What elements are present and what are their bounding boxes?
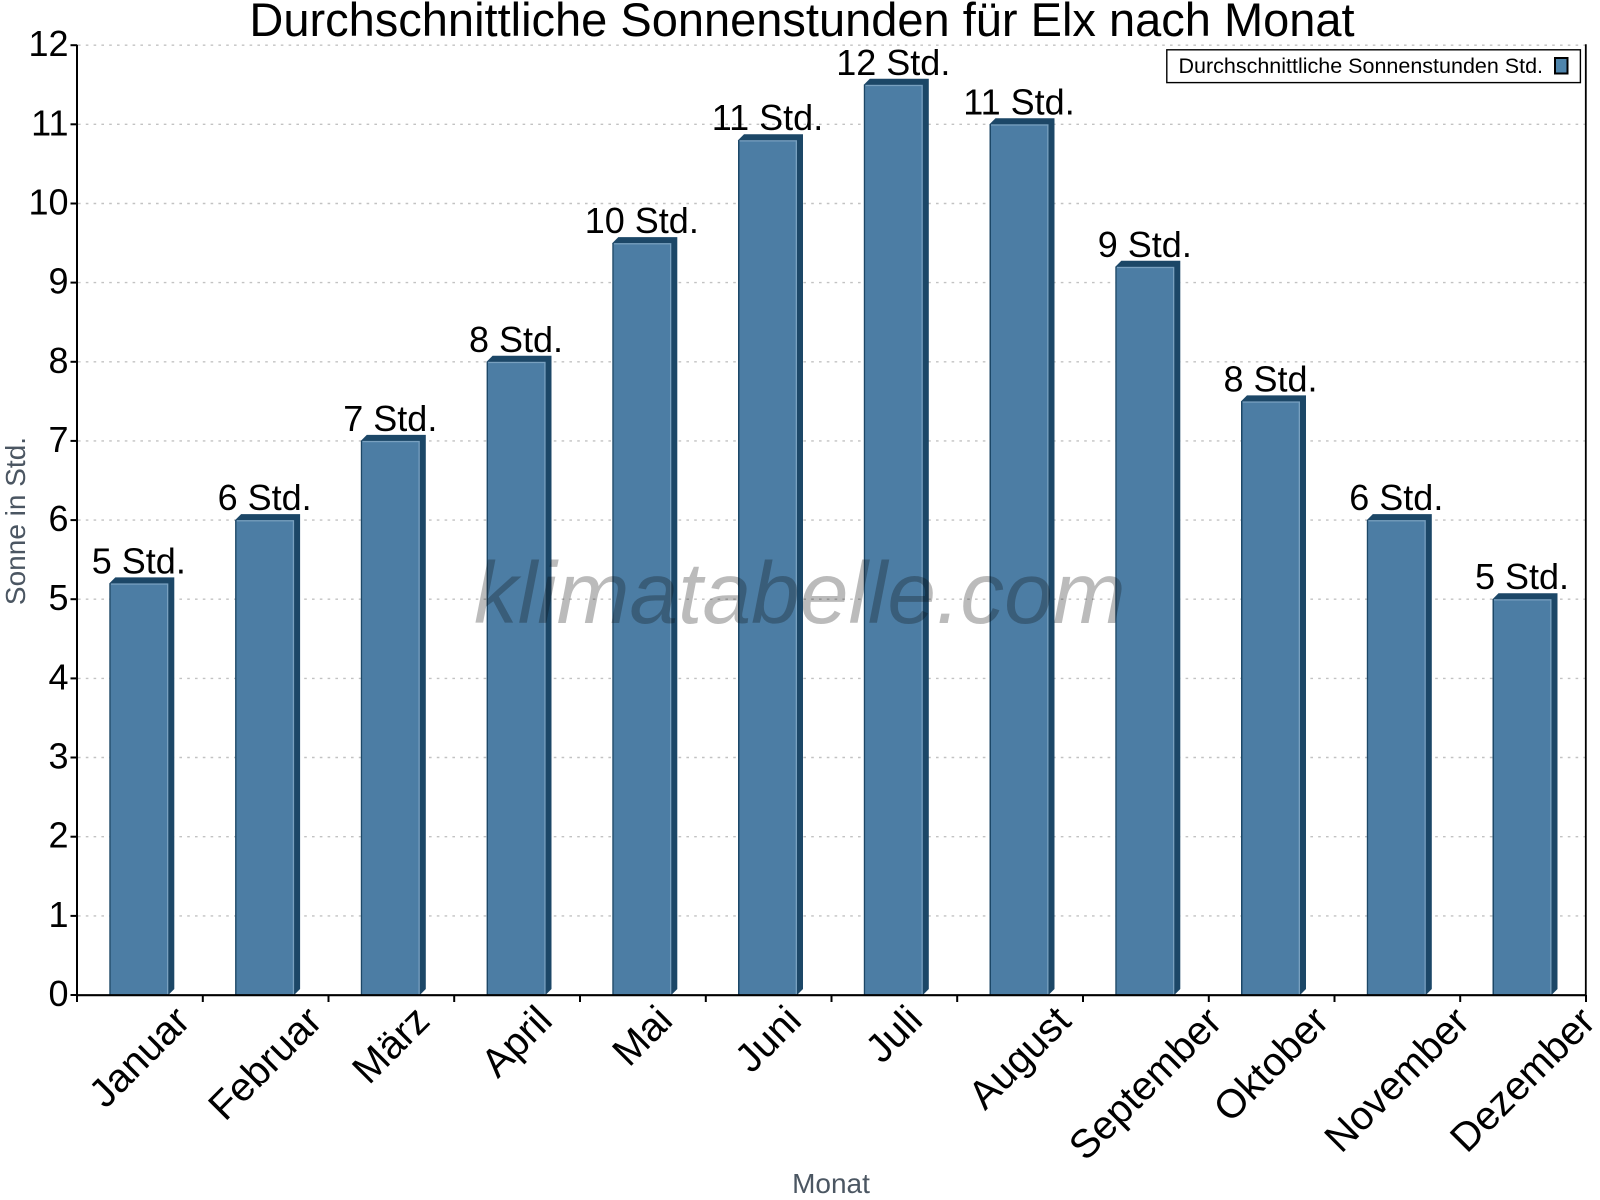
svg-text:5: 5 bbox=[48, 577, 68, 618]
svg-text:9: 9 bbox=[48, 261, 68, 302]
svg-text:3: 3 bbox=[48, 736, 68, 777]
svg-text:11: 11 bbox=[31, 102, 68, 143]
svg-text:1: 1 bbox=[48, 894, 68, 935]
svg-text:7 Std.: 7 Std. bbox=[343, 398, 437, 439]
svg-text:Durchschnittliche Sonnenstunde: Durchschnittliche Sonnenstunden Std. bbox=[1179, 54, 1544, 78]
svg-text:10: 10 bbox=[28, 182, 68, 223]
svg-text:6 Std.: 6 Std. bbox=[218, 477, 312, 518]
svg-text:7: 7 bbox=[48, 419, 68, 460]
svg-text:2: 2 bbox=[48, 815, 68, 856]
svg-text:8 Std.: 8 Std. bbox=[469, 319, 563, 360]
svg-text:11 Std.: 11 Std. bbox=[712, 97, 823, 138]
svg-text:9 Std.: 9 Std. bbox=[1098, 224, 1192, 265]
svg-text:4: 4 bbox=[48, 656, 68, 697]
svg-text:5 Std.: 5 Std. bbox=[92, 540, 186, 581]
svg-text:Monat: Monat bbox=[792, 1168, 870, 1199]
svg-text:8: 8 bbox=[48, 340, 68, 381]
svg-text:6: 6 bbox=[48, 498, 68, 539]
svg-text:12 Std.: 12 Std. bbox=[836, 42, 950, 83]
svg-text:10 Std.: 10 Std. bbox=[585, 200, 699, 241]
svg-text:0: 0 bbox=[48, 973, 68, 1014]
svg-text:klimatabelle.com: klimatabelle.com bbox=[474, 544, 1126, 642]
svg-text:5 Std.: 5 Std. bbox=[1475, 556, 1569, 597]
svg-text:12: 12 bbox=[28, 23, 68, 64]
svg-text:6 Std.: 6 Std. bbox=[1349, 477, 1443, 518]
svg-text:11 Std.: 11 Std. bbox=[963, 81, 1074, 122]
svg-text:Durchschnittliche Sonnenstunde: Durchschnittliche Sonnenstunden für Elx … bbox=[249, 0, 1354, 46]
svg-text:8 Std.: 8 Std. bbox=[1223, 358, 1317, 399]
svg-text:Sonne in Std.: Sonne in Std. bbox=[0, 437, 31, 605]
